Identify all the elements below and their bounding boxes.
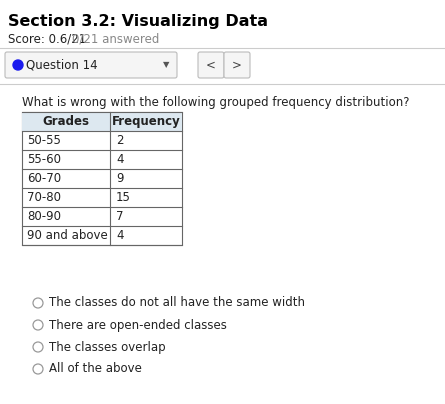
Text: 4: 4	[116, 153, 124, 166]
Bar	[22, 112, 182, 245]
Text: 9: 9	[116, 172, 124, 185]
FancyBboxPatch shape	[198, 52, 224, 78]
Text: 80-90: 80-90	[27, 210, 61, 223]
Text: Question 14: Question 14	[26, 59, 97, 72]
Text: There are open-ended classes: There are open-ended classes	[49, 318, 227, 332]
Circle shape	[13, 60, 23, 70]
Text: The classes overlap: The classes overlap	[49, 341, 166, 354]
Text: Frequency: Frequency	[112, 115, 180, 128]
Text: >: >	[232, 59, 242, 72]
Text: 0/21 answered: 0/21 answered	[72, 32, 159, 45]
Text: 90 and above: 90 and above	[27, 229, 108, 242]
Text: 50-55: 50-55	[27, 134, 61, 147]
Circle shape	[33, 364, 43, 374]
Text: All of the above: All of the above	[49, 362, 142, 375]
Text: 70-80: 70-80	[27, 191, 61, 204]
Text: What is wrong with the following grouped frequency distribution?: What is wrong with the following grouped…	[22, 96, 409, 109]
Circle shape	[33, 320, 43, 330]
Text: 55-60: 55-60	[27, 153, 61, 166]
Text: <: <	[206, 59, 216, 72]
FancyBboxPatch shape	[224, 52, 250, 78]
Text: The classes do not all have the same width: The classes do not all have the same wid…	[49, 297, 305, 309]
Text: 15: 15	[116, 191, 131, 204]
Text: Score: 0.6/21: Score: 0.6/21	[8, 32, 86, 45]
Text: 4: 4	[116, 229, 124, 242]
Circle shape	[33, 342, 43, 352]
FancyBboxPatch shape	[5, 52, 177, 78]
Text: Grades: Grades	[43, 115, 89, 128]
Text: 2: 2	[116, 134, 124, 147]
Text: 60-70: 60-70	[27, 172, 61, 185]
Text: 7: 7	[116, 210, 124, 223]
Text: Section 3.2: Visualizing Data: Section 3.2: Visualizing Data	[8, 14, 268, 29]
Text: ▼: ▼	[163, 61, 169, 69]
Bar	[22, 112, 182, 131]
Circle shape	[33, 298, 43, 308]
